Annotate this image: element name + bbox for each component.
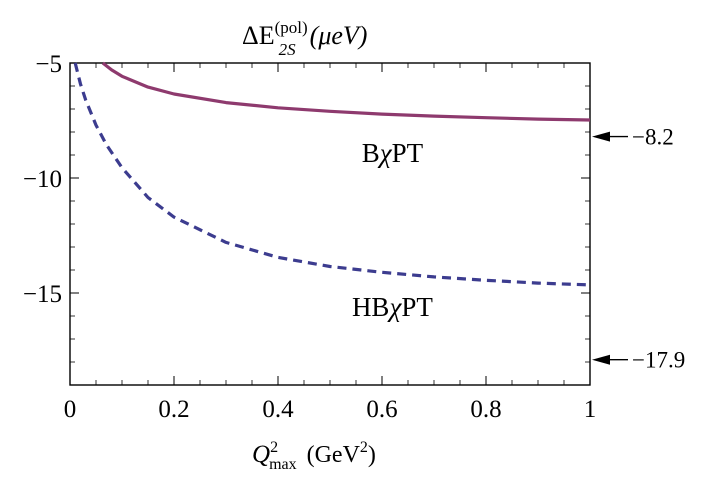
y-tick-label: −15	[23, 281, 62, 308]
y-tick-label: −10	[23, 166, 62, 193]
arrow-label: −8.2	[632, 125, 674, 150]
annotations: BχPT HBχPT	[352, 138, 433, 322]
series-group	[73, 61, 591, 287]
x-tick-label: 1	[584, 396, 597, 423]
x-tick-label: 0.4	[262, 396, 294, 423]
arrow-head	[592, 131, 610, 142]
chart-title: ΔE(pol) 2S (μeV)	[242, 18, 367, 59]
tick-labels: 0 0.2 0.4 0.6 0.8 1 −5 −10 −15	[23, 51, 596, 423]
x-tick-label: 0.6	[366, 396, 397, 423]
series-line-hbchpt	[73, 62, 591, 287]
y-tick-label: −5	[35, 51, 62, 78]
axis-ticks	[69, 62, 591, 386]
series-line-bchpt	[101, 61, 591, 122]
series-annotation: BχPT	[362, 138, 424, 168]
arrow-head	[592, 354, 610, 365]
arrow-label: −17.9	[632, 348, 685, 373]
x-tick-label: 0.8	[470, 396, 501, 423]
series-annotation: HBχPT	[352, 292, 433, 322]
x-tick-label: 0.2	[158, 396, 189, 423]
arrow-markers: −8.2 −17.9	[592, 125, 685, 373]
x-tick-label: 0	[64, 396, 77, 423]
x-axis-label: Q2 max (GeV2)	[252, 439, 376, 473]
